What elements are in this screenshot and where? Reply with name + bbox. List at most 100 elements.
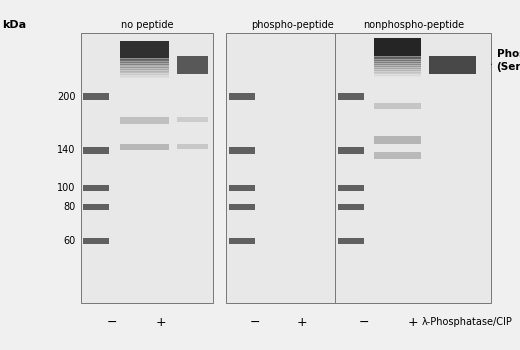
Bar bbox=[374, 63, 421, 64]
Bar bbox=[120, 61, 169, 62]
Bar bbox=[374, 62, 421, 63]
Bar bbox=[120, 117, 169, 124]
Bar bbox=[120, 48, 169, 49]
Text: −: − bbox=[250, 315, 260, 329]
Bar bbox=[374, 58, 421, 60]
Bar bbox=[374, 52, 421, 53]
Bar bbox=[229, 93, 255, 100]
Bar bbox=[120, 68, 169, 69]
Bar bbox=[120, 50, 169, 51]
Bar bbox=[120, 69, 169, 70]
Bar bbox=[229, 238, 255, 244]
Bar bbox=[374, 72, 421, 73]
Bar bbox=[374, 66, 421, 67]
Bar bbox=[120, 45, 169, 46]
Bar bbox=[120, 52, 169, 53]
Text: Phospho-Myosin IIa
(Ser1943): Phospho-Myosin IIa (Ser1943) bbox=[497, 49, 520, 72]
Bar bbox=[374, 39, 421, 40]
Text: +: + bbox=[156, 315, 166, 329]
Bar bbox=[338, 238, 364, 244]
Bar bbox=[120, 42, 169, 43]
Bar bbox=[120, 51, 169, 52]
Bar bbox=[374, 56, 421, 57]
Bar bbox=[374, 44, 421, 45]
Bar bbox=[120, 69, 169, 70]
Bar bbox=[374, 152, 421, 159]
Bar bbox=[177, 144, 208, 149]
Bar bbox=[374, 68, 421, 69]
Bar bbox=[374, 74, 421, 75]
Text: phospho-peptide: phospho-peptide bbox=[251, 20, 334, 30]
Bar bbox=[374, 49, 421, 50]
Bar bbox=[374, 70, 421, 71]
Bar bbox=[83, 147, 109, 154]
Bar bbox=[120, 43, 169, 44]
Text: 140: 140 bbox=[57, 146, 75, 155]
Bar bbox=[120, 144, 169, 150]
Bar bbox=[374, 75, 421, 76]
Bar bbox=[374, 65, 421, 66]
Bar bbox=[120, 47, 169, 48]
Bar bbox=[229, 185, 255, 191]
Bar bbox=[120, 43, 169, 44]
Bar bbox=[120, 42, 169, 43]
Bar bbox=[338, 147, 364, 154]
Bar bbox=[374, 38, 421, 56]
Bar bbox=[120, 57, 169, 58]
Bar bbox=[374, 67, 421, 68]
Bar bbox=[374, 76, 421, 77]
Bar bbox=[374, 73, 421, 74]
Text: +: + bbox=[296, 315, 307, 329]
Bar bbox=[120, 78, 169, 79]
Bar bbox=[120, 77, 169, 78]
Text: 100: 100 bbox=[57, 183, 75, 193]
Bar bbox=[229, 204, 255, 210]
Bar bbox=[374, 43, 421, 44]
Bar bbox=[374, 74, 421, 75]
Bar bbox=[120, 76, 169, 77]
Bar bbox=[120, 54, 169, 55]
Text: 80: 80 bbox=[63, 202, 75, 212]
Bar bbox=[374, 68, 421, 69]
Bar bbox=[120, 66, 169, 67]
Bar bbox=[335, 33, 491, 303]
Bar bbox=[374, 54, 421, 55]
Bar bbox=[374, 64, 421, 65]
Bar bbox=[226, 33, 359, 303]
Bar bbox=[374, 75, 421, 76]
Text: +: + bbox=[408, 315, 419, 329]
Bar bbox=[120, 64, 169, 65]
Bar bbox=[83, 93, 109, 100]
Bar bbox=[120, 63, 169, 64]
Bar bbox=[81, 33, 213, 303]
Text: 60: 60 bbox=[63, 236, 75, 246]
Bar bbox=[374, 55, 421, 56]
Bar bbox=[83, 185, 109, 191]
Bar bbox=[120, 41, 169, 58]
Text: nonphospho-peptide: nonphospho-peptide bbox=[363, 20, 464, 30]
Bar bbox=[374, 40, 421, 41]
Bar bbox=[120, 73, 169, 74]
Bar bbox=[374, 47, 421, 48]
Bar bbox=[338, 204, 364, 210]
Bar bbox=[374, 43, 421, 44]
Bar bbox=[120, 61, 169, 62]
Bar bbox=[120, 44, 169, 45]
Bar bbox=[374, 40, 421, 41]
Bar bbox=[374, 51, 421, 52]
Bar bbox=[120, 65, 169, 66]
Bar bbox=[374, 49, 421, 50]
Bar bbox=[374, 61, 421, 62]
Bar bbox=[374, 70, 421, 71]
Bar bbox=[177, 56, 208, 74]
Bar bbox=[374, 60, 421, 61]
Bar bbox=[120, 47, 169, 48]
Bar bbox=[120, 59, 169, 60]
Bar bbox=[374, 69, 421, 70]
Bar bbox=[374, 62, 421, 63]
Bar bbox=[120, 41, 169, 42]
Bar bbox=[120, 55, 169, 56]
Bar bbox=[374, 46, 421, 47]
Bar bbox=[374, 42, 421, 43]
Bar bbox=[120, 74, 169, 75]
